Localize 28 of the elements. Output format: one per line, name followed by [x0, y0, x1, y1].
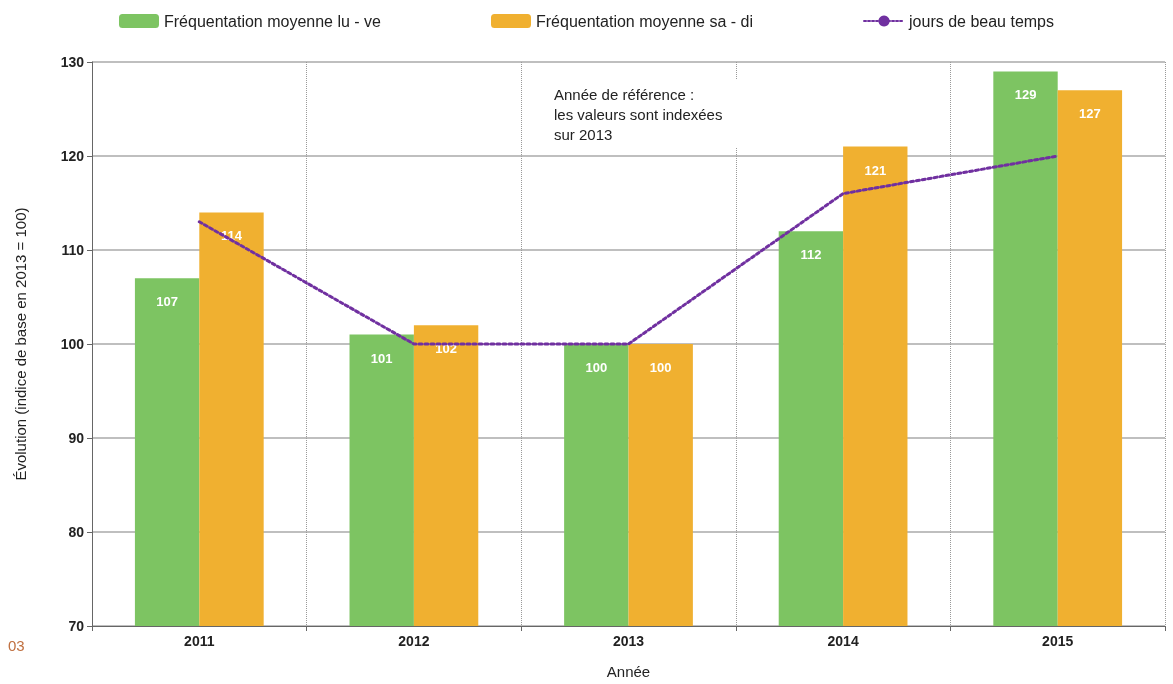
- y-tick-label: 130: [60, 54, 85, 70]
- y-tick-label: 80: [68, 524, 85, 540]
- x-tick-label: 2014: [827, 633, 859, 649]
- y-tick-label: 90: [68, 430, 85, 446]
- data-label: 101: [370, 350, 393, 366]
- x-tick-label: 2012: [398, 633, 430, 649]
- legend-label: Fréquentation moyenne sa - di: [536, 12, 754, 30]
- line-series: [197, 154, 1060, 346]
- data-label: 100: [649, 360, 672, 375]
- x-tick-label: 2011: [184, 633, 215, 649]
- data-label: 129: [1014, 87, 1037, 103]
- x-axis-title: Année: [606, 663, 651, 680]
- y-tick-label: 120: [60, 148, 85, 164]
- data-label: 121: [864, 162, 887, 178]
- data-label: 112: [800, 247, 822, 263]
- annotation: Année de référence : les valeurs sont indexées sur 2013: [554, 85, 723, 143]
- y-tick-label: 100: [60, 336, 85, 352]
- legend-label: Fréquentation moyenne lu - ve: [164, 12, 382, 30]
- y-axis-title: Évolution (indice de base en 2013 = 100): [12, 207, 29, 481]
- y-tick-label: 70: [68, 618, 85, 634]
- data-label: 100: [585, 360, 608, 375]
- data-label: 107: [156, 294, 178, 310]
- x-tick-label: 2015: [1042, 633, 1074, 649]
- data-label: 127: [1079, 106, 1101, 122]
- legend-label: jours de beau temps: [908, 12, 1055, 30]
- y-tick-label: 110: [61, 242, 85, 258]
- text: 03: [8, 637, 25, 654]
- x-tick-label: 2013: [612, 633, 645, 649]
